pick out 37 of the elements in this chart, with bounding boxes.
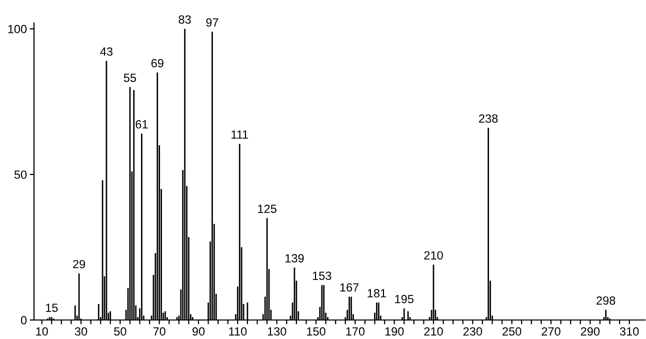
annotation: 167 [340,283,359,292]
x-tick-label: 270 [542,327,560,336]
annotation: 61 [136,120,148,129]
x-tick-label: 290 [580,327,600,336]
x-tick-label: 190 [385,327,404,336]
annotation: 210 [424,251,443,260]
annotation: 238 [479,114,498,123]
annotation: 111 [232,130,248,139]
x-tick-label: 210 [424,327,443,336]
annotation: 15 [46,304,58,312]
annotation: 55 [124,74,136,82]
annotation: 97 [206,18,218,27]
x-tick-label: 150 [307,327,326,336]
annotation: 83 [178,15,191,24]
x-tick-label: 170 [346,327,365,336]
x-tick-label: 250 [502,327,522,336]
x-tick-label: 70 [153,327,166,336]
x-tick-label: 10 [36,327,48,336]
x-tick-label: 230 [463,327,482,336]
x-tick-label: 130 [268,327,286,336]
annotation: 43 [100,47,113,56]
annotation: 69 [151,59,164,68]
x-tick-label: 90 [192,327,205,336]
x-tick-label: 110 [229,327,247,336]
x-tick-label: 50 [114,327,126,336]
annotation: 139 [286,254,304,262]
annotation: 181 [368,289,386,298]
annotation: 29 [73,260,86,268]
annotation: 153 [312,272,332,280]
x-tick-label: 30 [74,327,88,336]
y-tick-label: 100 [8,24,27,34]
annotation: 298 [596,296,616,305]
x-tick-label: 310 [620,327,639,336]
y-tick-label: 50 [14,170,27,179]
annotation: 195 [395,294,414,304]
y-tick-label: 0 [20,316,27,324]
annotation: 125 [258,204,276,213]
